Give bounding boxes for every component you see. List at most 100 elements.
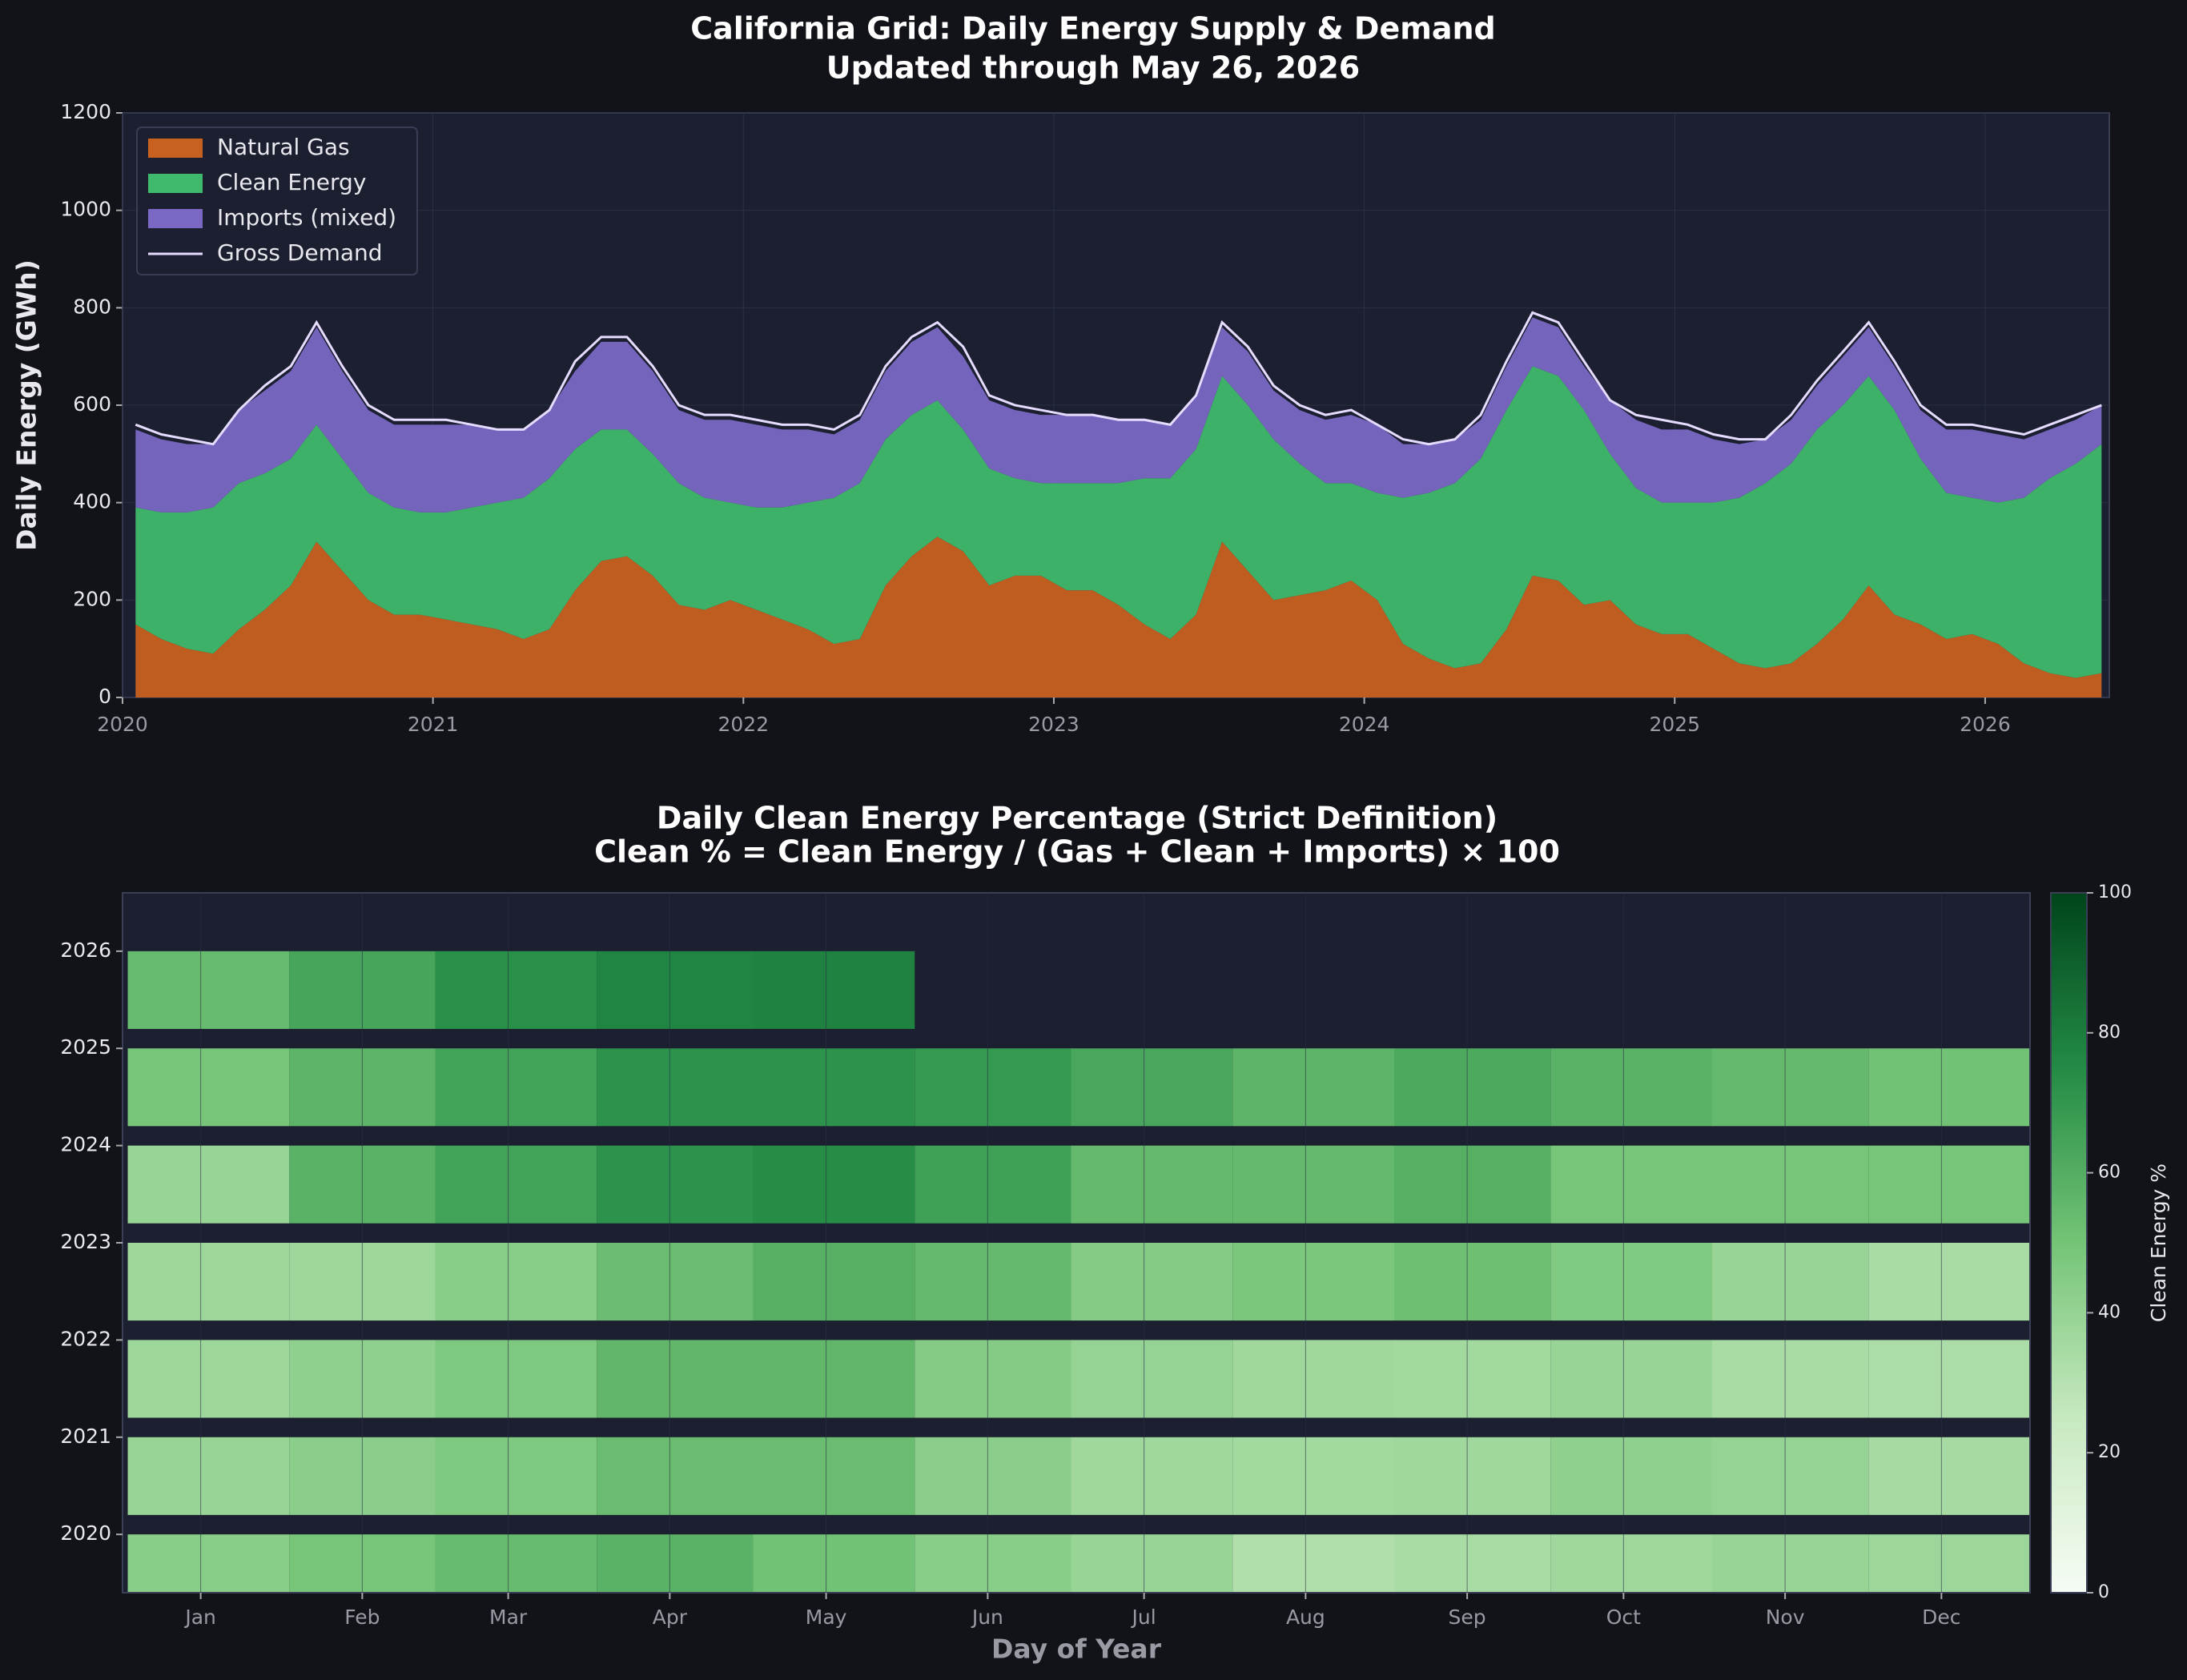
heat-cell — [435, 1048, 597, 1127]
area — [135, 537, 2102, 697]
x-axis-label: Day of Year — [991, 1634, 1162, 1665]
area — [135, 317, 2102, 512]
y-tick-label: 400 — [73, 490, 111, 513]
heat-cell — [597, 1534, 754, 1593]
heat-cell — [1394, 1243, 1551, 1321]
heat-cell — [435, 1437, 597, 1515]
heat-cell — [1232, 1437, 1394, 1515]
chart-subtitle: Updated through May 26, 2026 — [826, 50, 1360, 86]
heat-cell — [1232, 1340, 1394, 1418]
heat-cell — [915, 1534, 1071, 1593]
heat-cell — [1071, 1437, 1233, 1515]
legend-swatch — [148, 139, 203, 158]
heat-cell — [127, 1048, 290, 1127]
heat-cell — [753, 1048, 915, 1127]
colorbar-tick-label: 80 — [2098, 1023, 2121, 1043]
heat-cell — [1071, 1534, 1233, 1593]
heat-cell — [1550, 1340, 1712, 1418]
y-tick-label: 2020 — [60, 1521, 111, 1545]
x-tick-label: 2026 — [1960, 713, 2011, 736]
chart-title: Daily Clean Energy Percentage (Strict De… — [657, 801, 1498, 836]
heat-cell — [753, 1340, 915, 1418]
heat-cell — [597, 1437, 754, 1515]
heat-cell — [1394, 1437, 1551, 1515]
legend-box — [136, 127, 418, 275]
heat-cell — [915, 1243, 1071, 1321]
x-tick-label: Aug — [1286, 1606, 1325, 1629]
demand-line — [135, 311, 2102, 446]
chart-title: California Grid: Daily Energy Supply & D… — [690, 11, 1495, 46]
y-tick-label: 2022 — [60, 1327, 111, 1350]
heat-cell — [753, 1145, 915, 1224]
x-tick-label: 2022 — [718, 713, 770, 736]
x-tick-label: Dec — [1922, 1606, 1960, 1629]
area — [135, 366, 2102, 678]
heat-cell — [1071, 1048, 1233, 1127]
y-tick-label: 2021 — [60, 1425, 111, 1448]
y-tick-label: 1200 — [60, 100, 111, 123]
x-tick-label: 2025 — [1649, 713, 1700, 736]
heat-cell — [1394, 1145, 1551, 1224]
x-tick-label: Jun — [971, 1606, 1003, 1629]
heat-cell — [1071, 1243, 1233, 1321]
y-tick-label: 1000 — [60, 198, 111, 221]
heat-cell — [1712, 1340, 1869, 1418]
heat-cell — [915, 1048, 1071, 1127]
y-tick-label: 2025 — [60, 1035, 111, 1059]
x-tick-label: Nov — [1766, 1606, 1805, 1629]
heat-cell — [127, 1340, 290, 1418]
heat-cell — [597, 1243, 754, 1321]
heat-cell — [1712, 1437, 1869, 1515]
heat-cell — [1712, 1243, 1869, 1321]
heat-cell — [1550, 1048, 1712, 1127]
heat-cell — [915, 1340, 1071, 1418]
heat-cell — [1550, 1534, 1712, 1593]
colorbar-tick-label: 20 — [2098, 1442, 2121, 1462]
heat-cell — [1071, 1145, 1233, 1224]
heat-cell — [435, 1145, 597, 1224]
heat-cell — [1550, 1437, 1712, 1515]
heat-cell — [753, 1437, 915, 1515]
heat-cell — [1394, 1048, 1551, 1127]
heat-cell — [1868, 1534, 2030, 1593]
heat-cell — [597, 1145, 754, 1224]
heat-cell — [1071, 1340, 1233, 1418]
x-tick-label: Oct — [1606, 1606, 1641, 1629]
colorbar-tick-label: 100 — [2098, 882, 2132, 902]
heat-cell — [127, 1437, 290, 1515]
heat-cell — [1712, 1145, 1869, 1224]
y-tick-label: 800 — [73, 295, 111, 318]
x-tick-label: May — [806, 1606, 847, 1629]
heat-cell — [1550, 1243, 1712, 1321]
heat-cell — [1868, 1340, 2030, 1418]
x-tick-label: Jul — [1131, 1606, 1156, 1629]
colorbar-label: Clean Energy % — [2147, 1164, 2170, 1322]
heat-cell — [597, 1048, 754, 1127]
x-tick-label: 2021 — [408, 713, 459, 736]
y-tick-label: 200 — [73, 587, 111, 610]
heat-cell — [127, 1534, 290, 1593]
heat-cell — [435, 951, 597, 1029]
y-tick-label: 2023 — [60, 1230, 111, 1253]
heat-cell — [127, 951, 290, 1029]
x-tick-label: 2023 — [1028, 713, 1079, 736]
heat-cell — [915, 1437, 1071, 1515]
y-tick-label: 2024 — [60, 1133, 111, 1156]
heat-cell — [435, 1243, 597, 1321]
heat-cell — [435, 1534, 597, 1593]
heat-cell — [1712, 1534, 1869, 1593]
heat-cell — [1868, 1437, 2030, 1515]
heat-cell — [597, 1340, 754, 1418]
heat-cell — [127, 1145, 290, 1224]
heat-cell — [1394, 1340, 1551, 1418]
heat-cell — [597, 951, 754, 1029]
y-tick-label: 0 — [98, 685, 111, 708]
y-tick-label: 600 — [73, 392, 111, 416]
x-tick-label: 2020 — [97, 713, 148, 736]
cells — [127, 951, 2030, 1593]
heat-cell — [435, 1340, 597, 1418]
x-tick-label: Sep — [1449, 1606, 1486, 1629]
legend-label: Gross Demand — [217, 239, 383, 266]
heat-cell — [1232, 1243, 1394, 1321]
